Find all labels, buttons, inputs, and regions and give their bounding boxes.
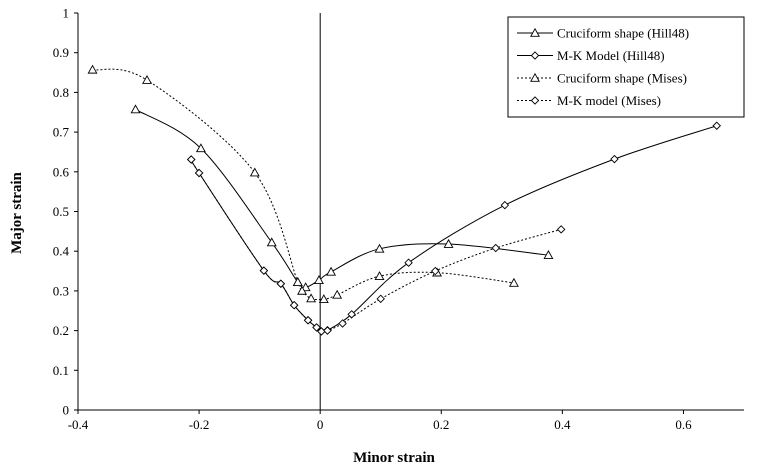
triangle-marker	[142, 74, 152, 84]
y-tick-label: 0.9	[53, 45, 69, 60]
y-tick-label: 0.1	[53, 363, 69, 378]
diamond-marker	[303, 316, 313, 325]
y-tick-label: 0.3	[53, 283, 69, 298]
triangle-marker	[508, 277, 519, 287]
diamond-marker	[376, 294, 385, 304]
diamond-marker	[610, 154, 619, 164]
legend-label: M-K Model (Hill48)	[557, 48, 665, 63]
x-axis-title: Minor strain	[353, 450, 435, 466]
triangle-marker	[297, 285, 307, 295]
y-tick-label: 0.8	[53, 85, 69, 100]
series-1	[130, 104, 554, 292]
triangle-marker	[306, 293, 317, 303]
diamond-marker	[276, 279, 286, 288]
x-tick-label: 0.4	[554, 417, 571, 432]
triangle-marker	[249, 167, 260, 177]
x-tick-label: 0.2	[433, 417, 449, 432]
diamond-marker	[712, 121, 721, 130]
diamond-marker	[323, 326, 332, 335]
axes: 0 0.1 0.2 0.3 0.4 0.5 0.6 0.7 0.8 0.9 1 -0.4 -0.2 0 0.…	[53, 6, 744, 432]
legend-item: Cruciform shape (Hill48)	[517, 26, 689, 41]
triangle-marker	[374, 243, 385, 253]
triangle-marker	[543, 250, 554, 259]
diamond-marker	[194, 168, 204, 178]
triangle-marker	[332, 289, 343, 299]
triangle-marker	[195, 143, 206, 153]
diamond-marker	[491, 243, 501, 253]
triangle-marker	[130, 104, 141, 114]
y-tick-label: 0.7	[53, 125, 70, 140]
series-line	[190, 125, 717, 333]
x-tick-label: 0	[317, 417, 324, 432]
series-line	[135, 109, 549, 289]
y-axis-title: Major strain	[9, 171, 25, 253]
x-tick-label: -0.2	[189, 417, 210, 432]
triangle-marker	[374, 271, 385, 281]
triangle-marker	[530, 27, 540, 37]
diamond-marker	[186, 155, 196, 164]
legend: Cruciform shape (Hill48) M-K Model (Hill4…	[507, 16, 745, 118]
legend-item: Cruciform shape (Mises)	[517, 71, 687, 86]
legend-item: M-K model (Mises)	[517, 93, 661, 108]
series-3	[87, 64, 519, 304]
legend-label: Cruciform shape (Mises)	[557, 71, 687, 86]
series-4	[186, 155, 566, 336]
diamond-marker	[530, 51, 540, 60]
triangle-marker	[292, 277, 303, 286]
diamond-marker	[312, 323, 321, 332]
y-tick-label: 0.2	[53, 323, 69, 338]
diamond-marker	[500, 200, 510, 210]
y-tick-label: 0.5	[53, 204, 69, 219]
legend-label: Cruciform shape (Hill48)	[557, 26, 689, 41]
diamond-marker	[430, 266, 440, 276]
triangle-marker	[266, 237, 277, 247]
triangle-marker	[314, 275, 324, 284]
legend-label: M-K model (Mises)	[557, 93, 661, 108]
legend-box	[507, 16, 745, 118]
triangle-marker	[443, 238, 454, 248]
series-layer	[87, 64, 721, 336]
diamond-marker	[289, 300, 299, 310]
diamond-marker	[556, 225, 566, 234]
diamond-marker	[530, 96, 540, 105]
triangle-marker	[530, 72, 540, 82]
y-tick-label: 0.4	[53, 244, 70, 259]
triangle-marker	[326, 266, 337, 276]
triangle-marker	[87, 64, 98, 74]
legend-item: M-K Model (Hill48)	[517, 48, 665, 63]
diamond-marker	[404, 258, 413, 267]
x-tick-label: 0.6	[675, 417, 692, 432]
x-tick-label: -0.4	[68, 417, 89, 432]
y-tick-label: 0.6	[53, 164, 70, 179]
diamond-marker	[338, 319, 347, 328]
y-tick-label: 0	[63, 403, 70, 418]
diamond-marker	[259, 266, 269, 275]
y-tick-label: 1	[63, 6, 70, 21]
series-2	[186, 121, 721, 336]
series-line	[92, 68, 514, 301]
triangle-marker	[318, 294, 329, 304]
